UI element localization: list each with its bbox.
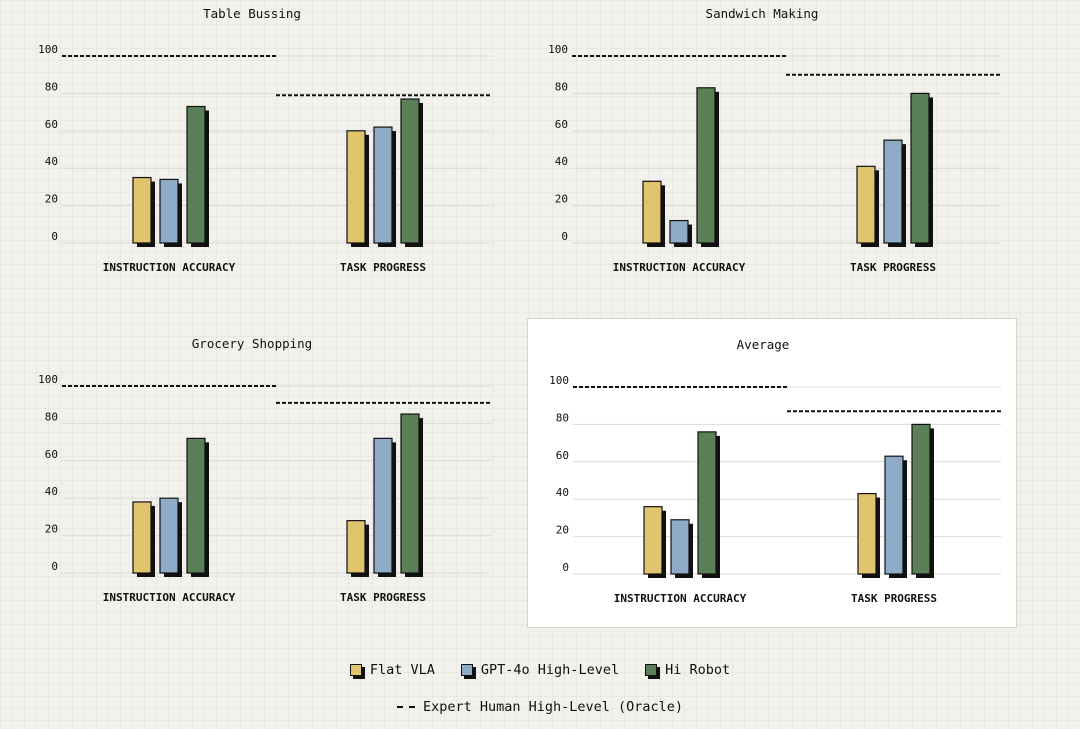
bar-flat-vla-instruction-accuracy xyxy=(132,176,152,244)
bar-hi-robot-instruction-accuracy xyxy=(697,431,717,575)
bar-flat-vla-task-progress xyxy=(857,492,877,575)
bar-flat-vla-instruction-accuracy xyxy=(132,501,152,574)
bar-gpt4o-instruction-accuracy xyxy=(669,219,689,244)
y-tick-label: 40 xyxy=(555,155,568,168)
bar-gpt4o-instruction-accuracy xyxy=(159,497,179,574)
bar-gpt4o-task-progress xyxy=(373,126,393,244)
bar-gpt4o-instruction-accuracy xyxy=(159,178,179,244)
y-tick-label: 100 xyxy=(38,373,58,386)
legend-swatch-hi-robot xyxy=(645,664,658,676)
y-tick-label: 20 xyxy=(45,523,58,536)
x-category-label: INSTRUCTION ACCURACY xyxy=(103,261,236,274)
legend: Flat VLA GPT-4o High-Level Hi Robot xyxy=(0,662,1080,678)
y-tick-label: 60 xyxy=(45,118,58,131)
legend-swatch-gpt4o xyxy=(460,664,473,676)
chart-svg: Grocery Shopping 0 20 40 60 80 100 INSTRUCTION … xyxy=(38,336,490,604)
y-tick-label: 80 xyxy=(45,410,58,423)
bar-flat-vla-instruction-accuracy xyxy=(642,180,662,244)
chart-grocery-shopping: Grocery Shopping 0 20 40 60 80 100 INSTRUCTION … xyxy=(17,330,507,640)
y-tick-label: 40 xyxy=(45,155,58,168)
bar-flat-vla-instruction-accuracy xyxy=(643,506,663,575)
chart-average: Average 0 20 40 60 80 100 INSTRUCTION ACCURACY T… xyxy=(527,318,1017,628)
bar-gpt4o-task-progress xyxy=(883,139,903,244)
chart-title: Table Bussing xyxy=(203,6,301,21)
bar-gpt4o-task-progress xyxy=(884,455,904,575)
bar-flat-vla-task-progress xyxy=(346,130,366,244)
y-tick-label: 0 xyxy=(562,561,569,574)
bar-flat-vla-task-progress xyxy=(346,520,366,574)
x-category-label: INSTRUCTION ACCURACY xyxy=(614,592,747,605)
chart-title: Grocery Shopping xyxy=(192,336,312,351)
legend-label-oracle: Expert Human High-Level (Oracle) xyxy=(422,699,684,715)
legend-item-flat-vla: Flat VLA xyxy=(349,662,435,678)
bar-hi-robot-task-progress xyxy=(911,423,931,575)
oracle-dash-icon xyxy=(396,706,415,708)
y-tick-label: 0 xyxy=(51,560,58,573)
x-category-label: TASK PROGRESS xyxy=(340,591,426,604)
bar-gpt4o-instruction-accuracy xyxy=(670,519,690,575)
chart-svg: Table Bussing 0 20 40 60 80 100 INSTRUCTION ACC… xyxy=(38,6,490,274)
y-tick-label: 60 xyxy=(555,118,568,131)
y-tick-label: 60 xyxy=(556,449,569,462)
bar-hi-robot-instruction-accuracy xyxy=(186,105,206,244)
legend-label-hi-robot: Hi Robot xyxy=(665,662,731,678)
y-tick-label: 20 xyxy=(555,193,568,206)
legend-item-oracle: Expert Human High-Level (Oracle) xyxy=(0,699,1080,715)
bar-hi-robot-task-progress xyxy=(400,98,420,244)
y-tick-label: 20 xyxy=(45,193,58,206)
y-tick-label: 80 xyxy=(556,411,569,424)
y-tick-label: 40 xyxy=(45,485,58,498)
legend-item-gpt4o: GPT-4o High-Level xyxy=(460,662,620,678)
legend-item-hi-robot: Hi Robot xyxy=(645,662,730,678)
chart-title: Sandwich Making xyxy=(706,6,819,21)
bar-hi-robot-instruction-accuracy xyxy=(696,87,716,244)
chart-table-bussing: Table Bussing 0 20 40 60 80 100 INSTRUCTION ACC… xyxy=(17,0,507,310)
y-tick-label: 80 xyxy=(45,80,58,93)
y-tick-label: 60 xyxy=(45,448,58,461)
y-tick-label: 20 xyxy=(556,524,569,537)
chart-svg: Sandwich Making 0 20 40 60 80 100 INSTRUCTION A… xyxy=(548,6,1000,274)
legend-label-flat-vla: Flat VLA xyxy=(369,662,435,678)
x-category-label: TASK PROGRESS xyxy=(850,261,936,274)
y-tick-label: 100 xyxy=(548,43,568,56)
x-category-label: TASK PROGRESS xyxy=(851,592,937,605)
chart-title: Average xyxy=(737,337,790,352)
y-tick-label: 40 xyxy=(556,486,569,499)
legend-swatch-flat-vla xyxy=(349,664,362,676)
chart-sandwich-making: Sandwich Making 0 20 40 60 80 100 INSTRUCTION A… xyxy=(527,0,1017,310)
legend-label-gpt4o: GPT-4o High-Level xyxy=(480,662,620,678)
bar-flat-vla-task-progress xyxy=(856,165,876,244)
bar-hi-robot-task-progress xyxy=(400,413,420,574)
x-category-label: INSTRUCTION ACCURACY xyxy=(103,591,236,604)
y-tick-label: 0 xyxy=(51,230,58,243)
y-tick-label: 100 xyxy=(38,43,58,56)
bar-gpt4o-task-progress xyxy=(373,437,393,574)
y-tick-label: 80 xyxy=(555,80,568,93)
bar-hi-robot-instruction-accuracy xyxy=(186,437,206,574)
x-category-label: INSTRUCTION ACCURACY xyxy=(613,261,746,274)
y-tick-label: 100 xyxy=(549,374,569,387)
x-category-label: TASK PROGRESS xyxy=(340,261,426,274)
chart-svg: Average 0 20 40 60 80 100 INSTRUCTION ACCURACY T… xyxy=(549,337,1001,605)
bar-hi-robot-task-progress xyxy=(910,92,930,244)
y-tick-label: 0 xyxy=(561,230,568,243)
